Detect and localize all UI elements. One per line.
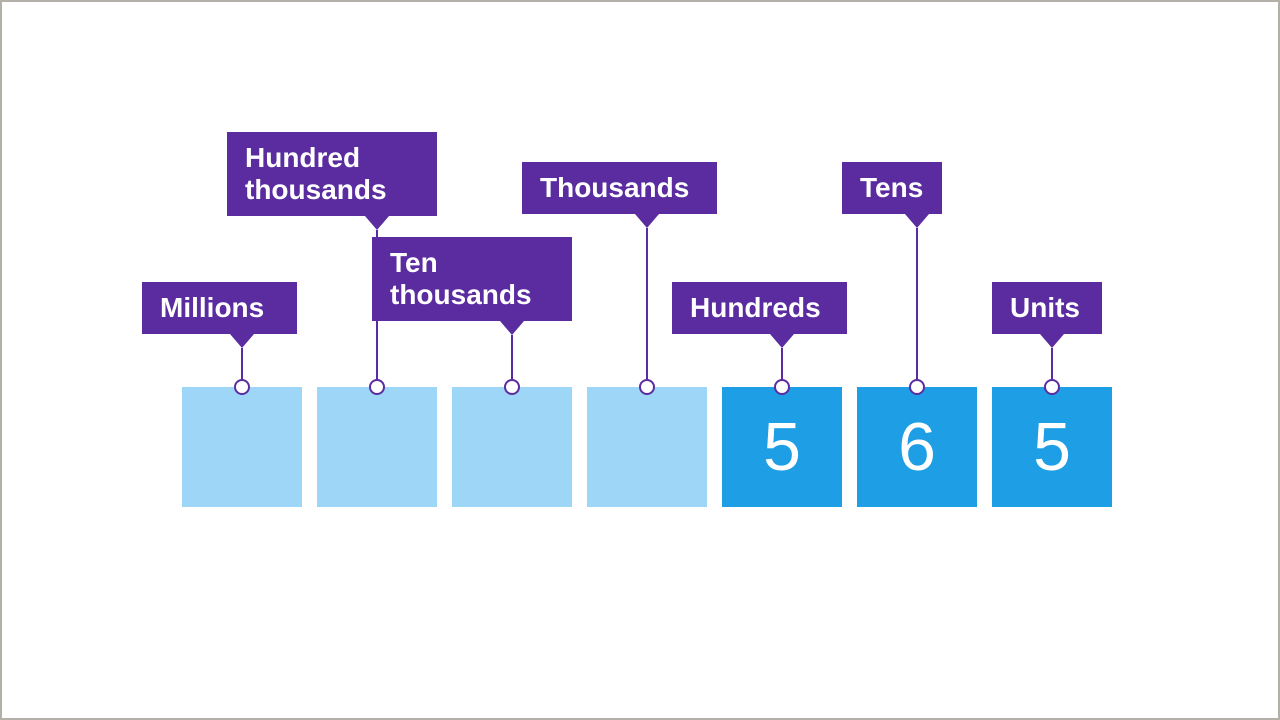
place-value-label: Millions <box>142 282 297 334</box>
place-value-label-text: Units <box>1010 292 1080 324</box>
digit-box <box>317 387 437 507</box>
place-value-label: Hundred thousands <box>227 132 437 216</box>
place-value-label-text: Ten thousands <box>390 247 532 311</box>
callout-triangle <box>1040 334 1064 348</box>
callout-triangle <box>365 216 389 230</box>
callout-pin <box>504 379 520 395</box>
callout-triangle <box>500 321 524 335</box>
digit-box: 5 <box>992 387 1112 507</box>
callout-triangle <box>635 214 659 228</box>
place-value-label-text: Millions <box>160 292 264 324</box>
place-value-label-text: Hundreds <box>690 292 821 324</box>
place-value-diagram: Millions Hundred thousandsTen thousands Th… <box>2 2 1278 718</box>
digit-value: 5 <box>1033 408 1071 486</box>
callout-pin <box>774 379 790 395</box>
digit-value: 5 <box>763 408 801 486</box>
place-value-label: Tens <box>842 162 942 214</box>
place-value-label: Units <box>992 282 1102 334</box>
place-value-label: Ten thousands <box>372 237 572 321</box>
callout-pin <box>234 379 250 395</box>
callout-pin <box>639 379 655 395</box>
callout-pin <box>909 379 925 395</box>
callout-pin <box>369 379 385 395</box>
callout-pin <box>1044 379 1060 395</box>
callout-triangle <box>770 334 794 348</box>
digit-box: 5 <box>722 387 842 507</box>
place-value-label: Hundreds <box>672 282 847 334</box>
place-value-label-text: Tens <box>860 172 923 204</box>
place-value-label-text: Hundred thousands <box>245 142 387 206</box>
digit-value: 6 <box>898 408 936 486</box>
digit-box: 6 <box>857 387 977 507</box>
callout-stem <box>646 228 648 387</box>
place-value-label: Thousands <box>522 162 717 214</box>
digit-box <box>587 387 707 507</box>
callout-triangle <box>905 214 929 228</box>
place-value-label-text: Thousands <box>540 172 689 204</box>
digit-box <box>182 387 302 507</box>
callout-stem <box>916 228 918 387</box>
digit-box <box>452 387 572 507</box>
callout-triangle <box>230 334 254 348</box>
